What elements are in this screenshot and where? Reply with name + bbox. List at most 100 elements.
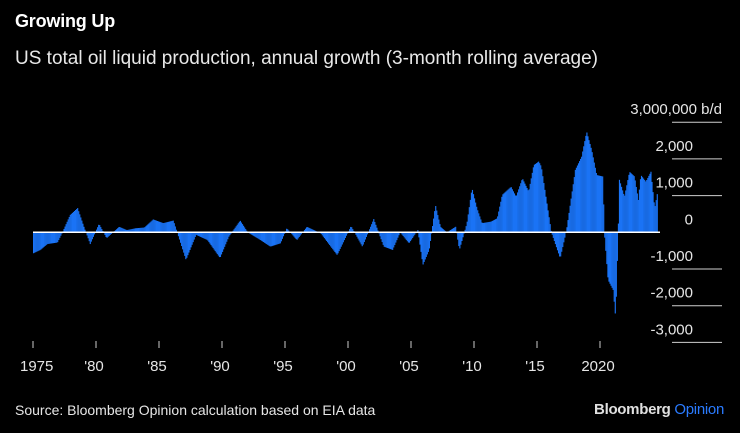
- bar: [187, 232, 189, 256]
- bar: [293, 232, 295, 237]
- bar: [90, 232, 92, 242]
- bar: [225, 232, 227, 245]
- bar: [629, 172, 631, 233]
- bar: [206, 232, 208, 240]
- bar: [345, 232, 348, 236]
- bar: [216, 232, 218, 255]
- bar: [544, 189, 546, 233]
- bar: [70, 213, 72, 233]
- bar: [298, 232, 300, 237]
- bar: [110, 232, 112, 234]
- bar: [604, 232, 606, 238]
- bar: [496, 218, 498, 233]
- bar: [537, 162, 539, 233]
- bar: [84, 229, 86, 233]
- bar: [148, 223, 150, 233]
- bar: [291, 232, 293, 235]
- bar: [77, 208, 79, 233]
- bar: [486, 222, 488, 233]
- bar: [449, 230, 451, 233]
- bar: [548, 217, 550, 233]
- y-tick-label: 2,000: [655, 138, 693, 155]
- bar: [261, 232, 264, 242]
- bar: [595, 172, 597, 233]
- bar: [582, 151, 584, 233]
- bar: [518, 189, 520, 233]
- bar: [646, 180, 648, 233]
- bar: [594, 167, 596, 233]
- bar: [489, 221, 491, 233]
- bar: [649, 173, 651, 233]
- bar: [440, 227, 442, 233]
- bar: [573, 177, 575, 233]
- bar: [126, 230, 128, 233]
- bar: [66, 221, 68, 233]
- bar: [575, 167, 577, 233]
- bar: [610, 232, 612, 286]
- bar: [184, 232, 186, 256]
- bar: [328, 232, 330, 244]
- bar: [181, 232, 183, 247]
- bar: [654, 206, 656, 233]
- bar: [525, 185, 527, 233]
- bar: [352, 229, 354, 233]
- bar: [244, 227, 246, 233]
- y-tick-label: 0: [685, 211, 693, 228]
- bar: [141, 227, 143, 233]
- bar: [656, 194, 658, 233]
- bar: [218, 232, 220, 258]
- bar: [169, 221, 171, 233]
- bar: [274, 232, 276, 246]
- bar: [423, 232, 425, 262]
- bar: [500, 201, 502, 233]
- bar: [342, 232, 344, 243]
- bar: [191, 232, 193, 245]
- bar: [567, 220, 569, 233]
- bar: [68, 216, 70, 233]
- bar: [256, 232, 258, 239]
- bar: [123, 228, 125, 233]
- bar: [118, 227, 120, 233]
- bar: [252, 232, 254, 236]
- bar: [506, 190, 508, 233]
- bar: [453, 228, 455, 233]
- bar: [355, 232, 357, 235]
- bar: [138, 228, 140, 233]
- bar: [42, 232, 44, 248]
- bar: [538, 161, 540, 233]
- bar: [577, 163, 580, 233]
- bar: [421, 232, 423, 260]
- bar: [640, 175, 643, 233]
- bar: [491, 220, 493, 233]
- bar: [241, 224, 244, 233]
- bar: [105, 232, 107, 237]
- bar: [448, 230, 450, 233]
- bar: [616, 232, 618, 261]
- bar: [275, 232, 277, 245]
- bar: [385, 232, 387, 248]
- bar: [33, 232, 35, 254]
- bar: [86, 232, 88, 236]
- bar: [554, 232, 556, 245]
- bar: [335, 232, 337, 254]
- bar: [334, 232, 336, 252]
- bar: [591, 152, 593, 233]
- bar: [97, 227, 99, 233]
- bar: [401, 232, 403, 235]
- bar: [307, 227, 309, 233]
- bar: [120, 227, 122, 233]
- bar: [51, 232, 54, 244]
- bar: [432, 226, 434, 233]
- bar: [625, 190, 627, 233]
- bar: [425, 232, 427, 257]
- bar: [41, 232, 43, 249]
- bar: [364, 232, 366, 240]
- bar: [140, 227, 142, 233]
- bar: [488, 221, 490, 233]
- bar: [36, 232, 38, 252]
- bar: [438, 219, 440, 233]
- bar: [497, 216, 499, 233]
- bar: [168, 221, 170, 233]
- bar: [475, 202, 477, 233]
- bar: [377, 230, 379, 233]
